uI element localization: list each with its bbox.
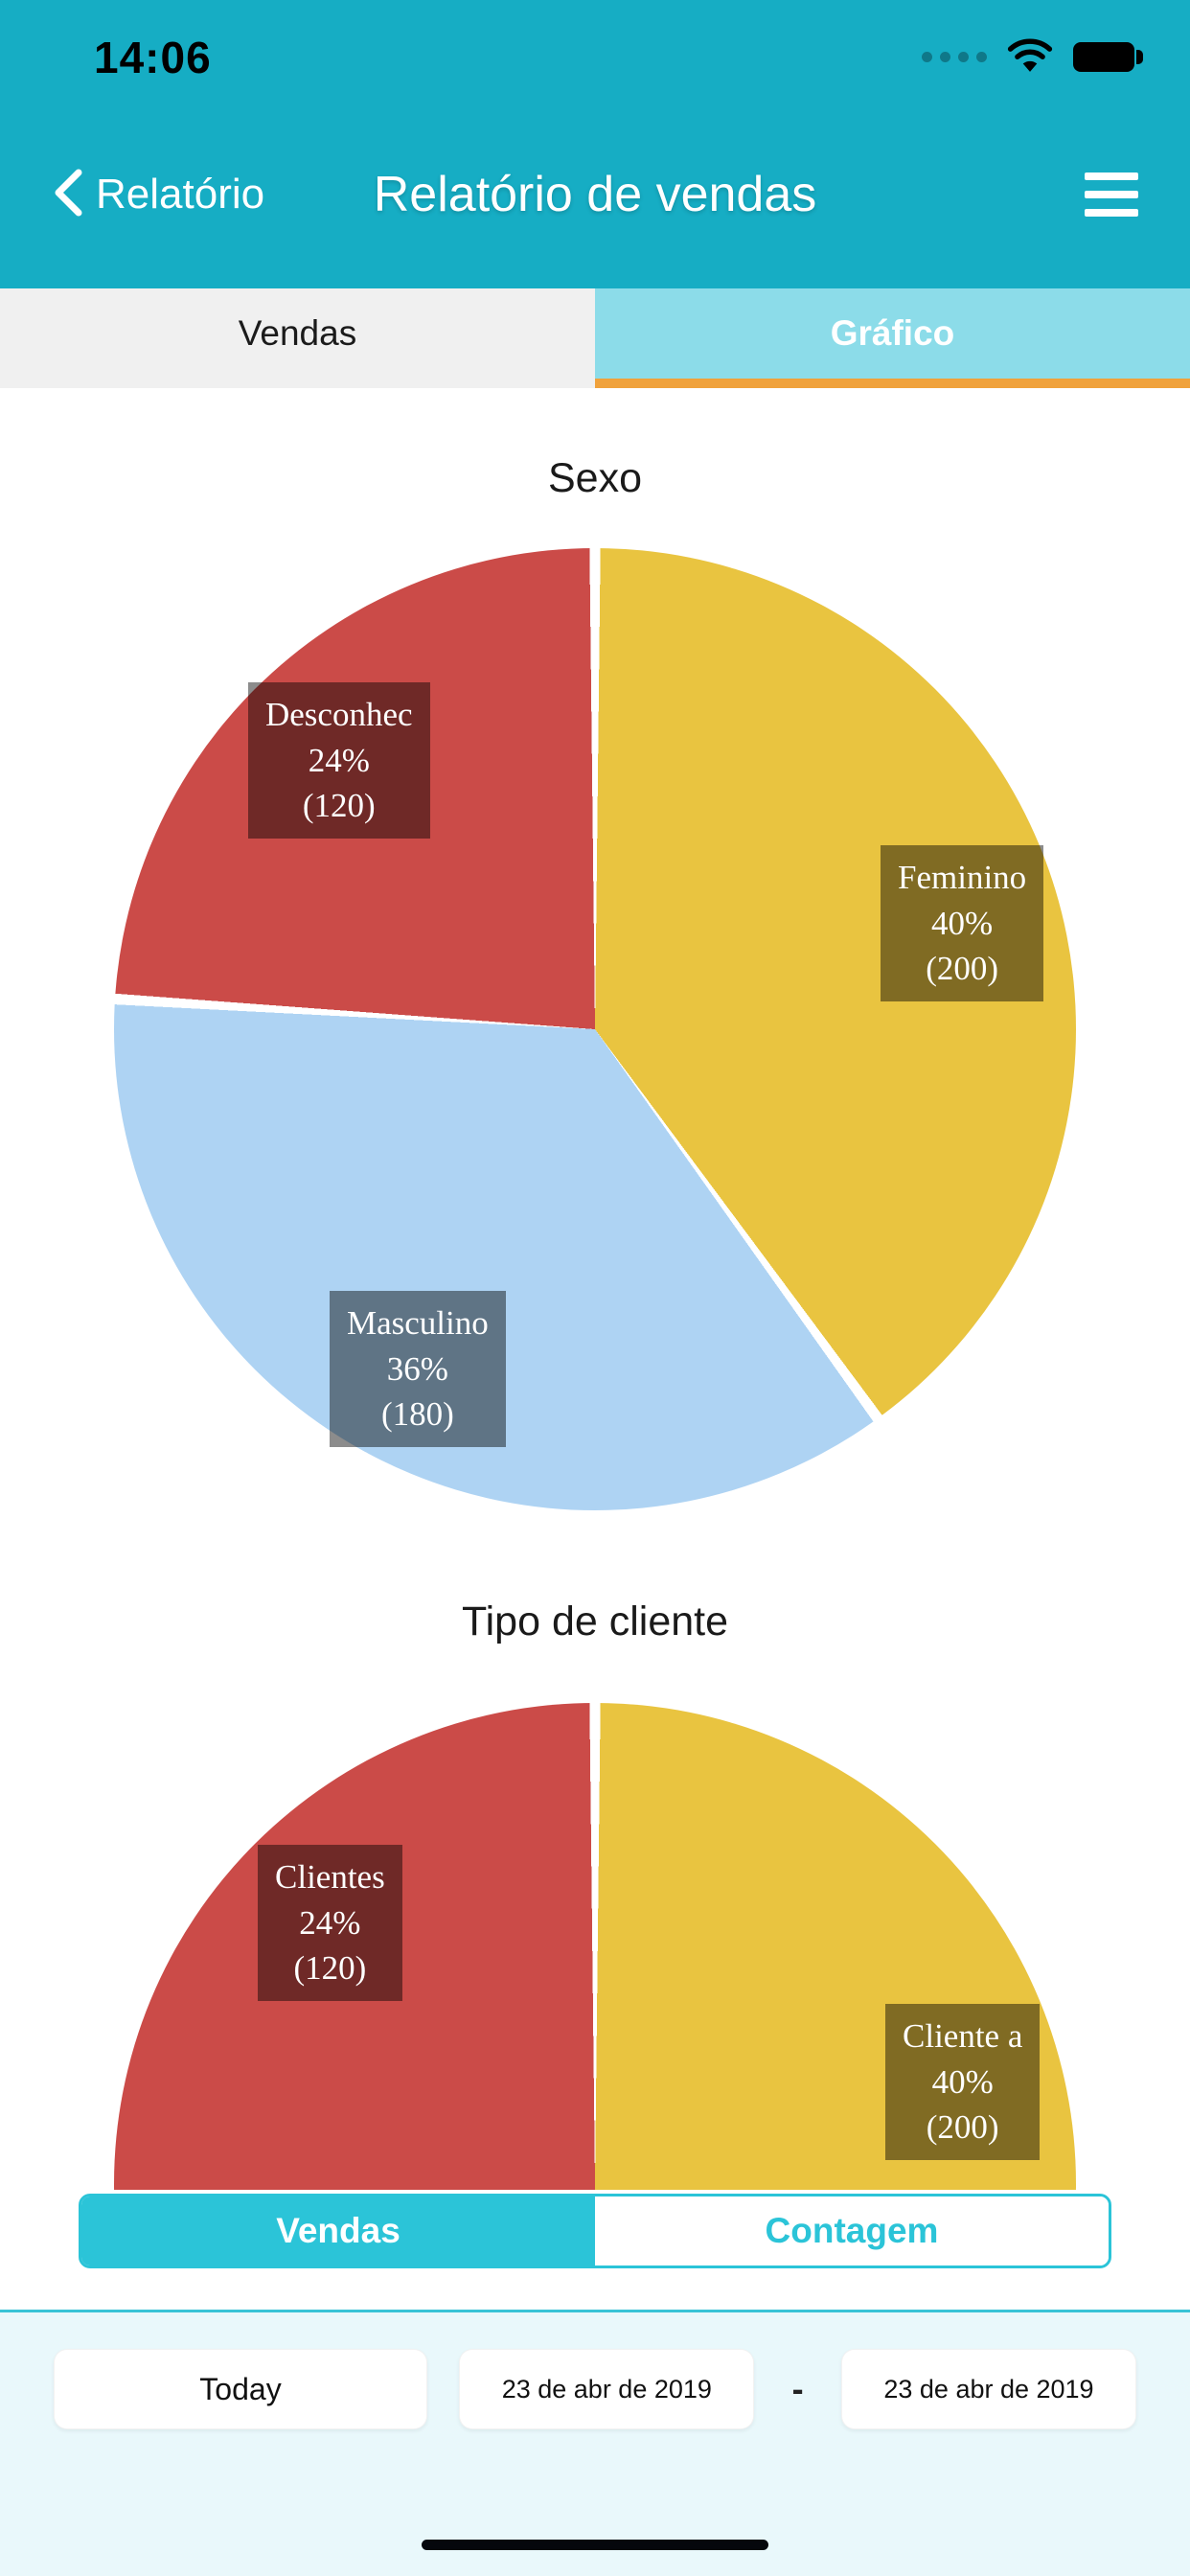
date-range-separator: - (791, 2369, 804, 2408)
back-button[interactable]: Relatório (50, 168, 264, 222)
chart-content: Sexo Desconhec 24% (120) Feminino 40% (2… (0, 455, 1190, 2268)
pie-chart-tipo-cliente: Clientes 24% (120) Cliente a 40% (200) (114, 1703, 1076, 2190)
navigation-bar: Relatório Relatório de vendas (0, 101, 1190, 288)
segment-contagem-button[interactable]: Contagem (595, 2196, 1109, 2266)
pie-label-feminino: Feminino 40% (200) (881, 845, 1044, 1001)
today-button[interactable]: Today (54, 2349, 427, 2429)
date-to-field[interactable]: 23 de abr de 2019 (840, 2349, 1136, 2429)
pie-chart-sexo: Desconhec 24% (120) Feminino 40% (200) M… (114, 548, 1076, 1510)
battery-icon (1073, 42, 1143, 72)
pie-label-masculino: Masculino 36% (180) (330, 1291, 506, 1447)
date-from-field[interactable]: 23 de abr de 2019 (459, 2349, 755, 2429)
date-filter-bar: Today 23 de abr de 2019 - 23 de abr de 2… (0, 2310, 1190, 2576)
pie-label-clientes: Clientes 24% (120) (258, 1845, 402, 2001)
pie-sexo-graphic (114, 548, 1076, 1510)
pie-label-cliente-a: Cliente a 40% (200) (885, 2004, 1041, 2160)
tab-bar: Vendas Gráfico (0, 288, 1190, 388)
tab-vendas[interactable]: Vendas (0, 288, 595, 388)
top-header: 14:06 (0, 0, 1190, 288)
tab-grafico[interactable]: Gráfico (595, 288, 1190, 388)
home-indicator[interactable] (422, 2540, 768, 2550)
clock-time: 14:06 (94, 32, 212, 82)
segmented-control: Vendas Contagem (79, 2194, 1111, 2268)
status-bar: 14:06 (0, 0, 1190, 101)
page-title: Relatório de vendas (373, 167, 817, 222)
pie-label-desconhecido: Desconhec 24% (120) (248, 682, 430, 839)
back-chevron-icon (50, 168, 84, 222)
chart-title-sexo: Sexo (547, 455, 642, 501)
hamburger-menu-icon[interactable] (1083, 167, 1140, 222)
wifi-icon (1006, 36, 1054, 78)
cellular-signal-dots-icon (922, 52, 987, 62)
segment-vendas-button[interactable]: Vendas (81, 2196, 595, 2266)
status-icons (922, 36, 1143, 78)
chart-title-tipo-cliente: Tipo de cliente (461, 1598, 729, 1644)
back-button-label: Relatório (96, 171, 265, 218)
